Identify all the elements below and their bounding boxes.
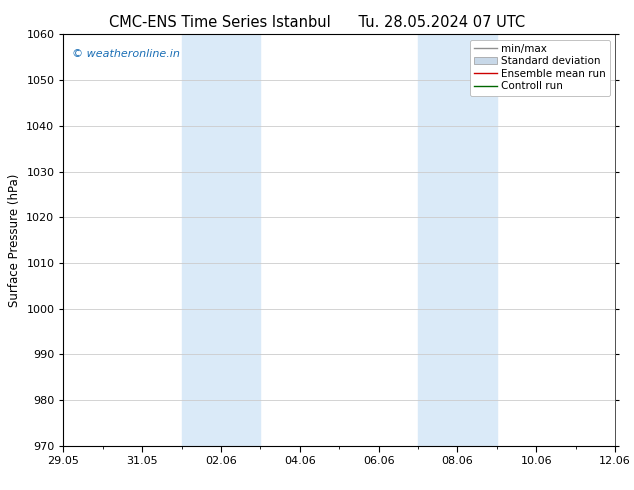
Bar [418,34,497,446]
Text: © weatheronline.in: © weatheronline.in [72,49,179,59]
Text: CMC-ENS Time Series Istanbul      Tu. 28.05.2024 07 UTC: CMC-ENS Time Series Istanbul Tu. 28.05.2… [109,15,525,30]
Bar [181,34,261,446]
Legend: min/max, Standard deviation, Ensemble mean run, Controll run: min/max, Standard deviation, Ensemble me… [470,40,610,96]
Y-axis label: Surface Pressure (hPa): Surface Pressure (hPa) [8,173,21,307]
